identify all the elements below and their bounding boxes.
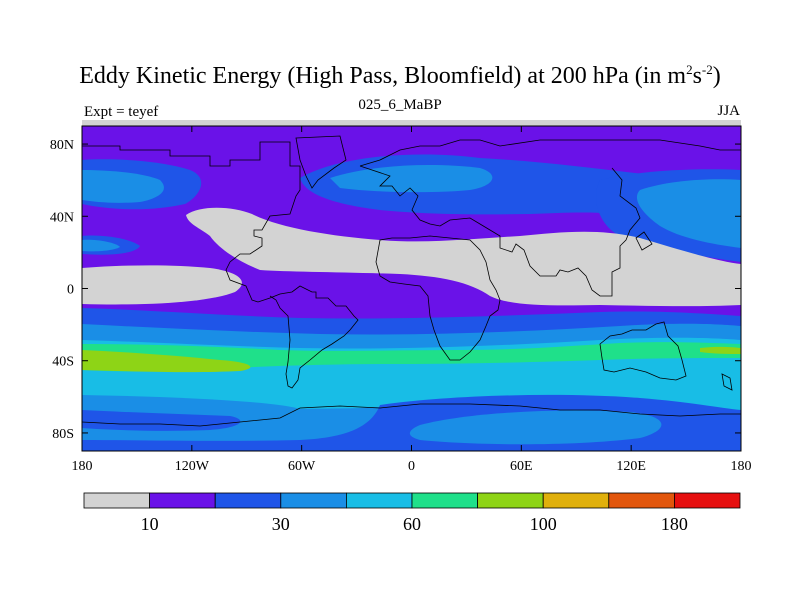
level-0-west-equator (82, 265, 242, 305)
colorbar-swatch-8 (608, 492, 675, 509)
colorbar-label-4: 180 (661, 514, 688, 534)
y-tick-label-1: 40N (50, 210, 74, 225)
colorbar-label-2: 60 (403, 514, 421, 534)
eurasia-outline (359, 139, 741, 297)
colorbar-swatch-3 (280, 492, 347, 509)
y-tick-label-4: 80S (52, 427, 74, 442)
x-tick-label-4: 60E (510, 459, 533, 474)
colorbar-swatch-4 (345, 492, 413, 509)
africa-outline (375, 235, 501, 361)
y-tick-label-2: 0 (67, 283, 74, 298)
colorbar-swatch-7 (542, 492, 610, 509)
axis-tick-labels: 180 120W 60W 0 60E 120E 180 80N 40N 0 40S 80S (50, 138, 752, 474)
colorbar-label-1: 30 (272, 514, 290, 534)
level-3-north-atlantic (330, 165, 493, 193)
colorbar-swatch-1 (149, 492, 216, 509)
greenland-outline (295, 135, 347, 189)
coastlines (81, 135, 741, 427)
australia-outline (599, 321, 687, 381)
antarctica-outline (81, 403, 741, 427)
level-6-south-jet (82, 350, 251, 373)
map-title: Eddy Kinetic Energy (High Pass, Bloomfie… (79, 62, 721, 89)
new-zealand-outline (721, 373, 733, 391)
colorbar-label-3: 100 (530, 514, 557, 534)
colorbar-swatch-9 (674, 492, 741, 509)
level-5-south-jet (82, 342, 741, 372)
colorbar-swatch-6 (477, 492, 544, 509)
x-tick-label-0: 180 (72, 459, 93, 474)
colorbar-swatch-2 (214, 492, 282, 509)
colorbar-swatch-5 (411, 492, 478, 509)
y-tick-label-3: 40S (52, 355, 74, 370)
level-0-central-band (186, 207, 741, 307)
level-3-north-pacific-east (636, 179, 741, 248)
season-label: JJA (717, 103, 740, 119)
colorbar-label-0: 10 (141, 514, 159, 534)
level-6-south-jet-east (700, 346, 741, 354)
japan-outline (635, 231, 653, 251)
x-tick-label-6: 180 (731, 459, 752, 474)
contour-field (82, 120, 741, 451)
x-tick-label-1: 120W (175, 459, 210, 474)
x-tick-label-5: 120E (616, 459, 646, 474)
experiment-label: Expt = teyef (84, 104, 159, 120)
colorbar: 10 30 60 100 180 (83, 492, 741, 534)
level-3-arctic-west (82, 239, 120, 252)
map-subtitle: 025_6_MaBP (358, 97, 442, 113)
level-3-north-pacific-west (82, 170, 164, 203)
level-3-antarctic-east (409, 410, 662, 445)
y-tick-label-0: 80N (50, 138, 74, 153)
x-tick-label-2: 60W (288, 459, 316, 474)
x-tick-label-3: 0 (408, 459, 415, 474)
colorbar-swatch-0 (83, 492, 150, 509)
americas-outline (82, 141, 359, 389)
axis-ticks (81, 126, 742, 451)
